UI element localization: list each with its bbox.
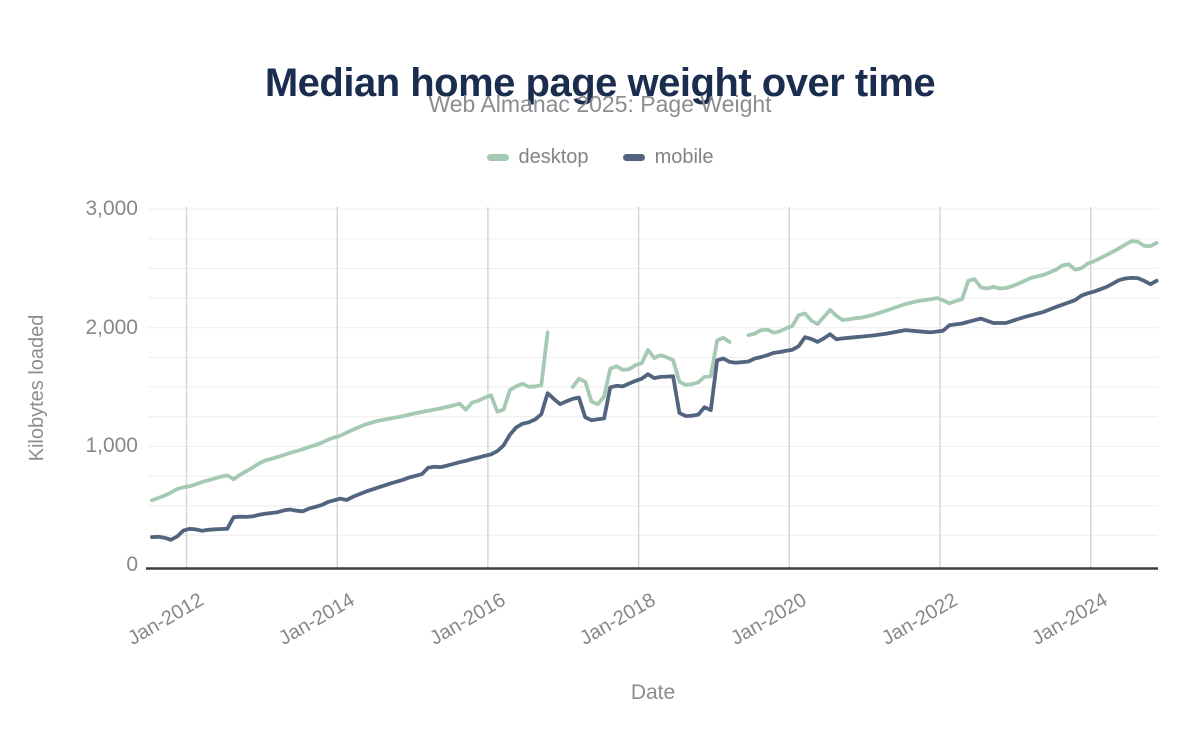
legend-label-mobile: mobile — [654, 146, 714, 168]
legend-label-desktop: desktop — [518, 146, 589, 168]
legend-item-desktop[interactable]: desktop — [486, 146, 589, 169]
y-tick-label: 3,000 — [85, 197, 138, 221]
x-axis-title: Date — [630, 681, 676, 704]
chart-subtitle: Web Almanac 2025: Page Weight — [428, 91, 772, 117]
y-tick-label: 1,000 — [85, 434, 138, 458]
mobile-series-swatch-icon — [622, 154, 645, 161]
y-tick-label: 2,000 — [85, 315, 138, 339]
desktop-line[interactable] — [150, 239, 1159, 503]
desktop-series-swatch-icon — [486, 154, 509, 161]
legend-item-mobile[interactable]: mobile — [622, 146, 714, 169]
legend: desktop mobile — [0, 146, 1200, 169]
chart-title: Median home page weight over time — [264, 60, 936, 105]
y-tick-label: 0 — [126, 553, 138, 576]
mobile-line[interactable] — [150, 276, 1159, 542]
y-axis-title: Kilobytes loaded — [26, 314, 48, 462]
